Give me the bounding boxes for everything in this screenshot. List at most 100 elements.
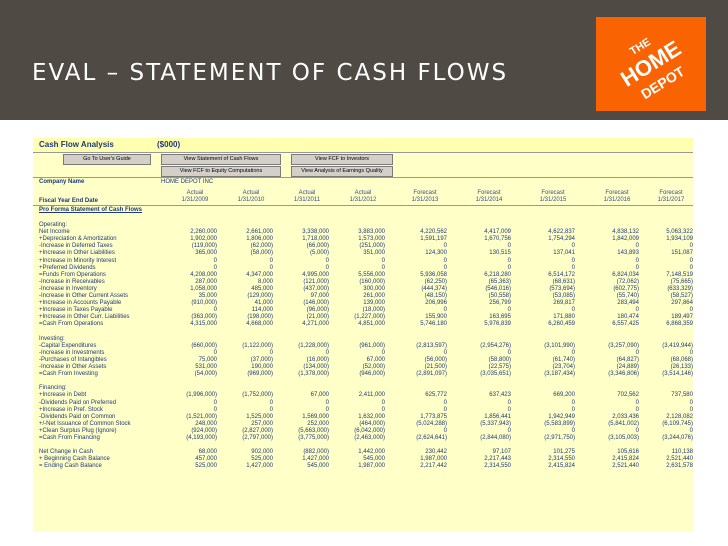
row-value: (1,228,000) [298, 342, 329, 349]
row-value: 1,718,000 [302, 236, 329, 243]
row-label: -Dividends Paid on Preferred [39, 399, 117, 406]
row-value: 1,442,000 [358, 449, 385, 456]
row-label: +Increase in Minority Interest [39, 257, 117, 264]
sheet-nav-button[interactable]: View Statement of Cash Flows [161, 154, 281, 165]
row-value: 1,902,000 [190, 236, 217, 243]
row-value: 702,562 [617, 392, 639, 399]
row-value: 0 [635, 427, 639, 434]
row-label: = Ending Cash Balance [39, 463, 102, 470]
row-value: 0 [381, 257, 385, 264]
row-value: (2,954,276) [480, 342, 511, 349]
row-value: 0 [269, 399, 273, 406]
row-value: 0 [635, 349, 639, 356]
row-value: 67,000 [310, 392, 329, 399]
column-type-header: Forecast [605, 190, 629, 196]
row-value: 4,347,000 [246, 271, 273, 278]
row-value: 0 [689, 399, 693, 406]
row-label: -Increase in Other Assets [39, 364, 107, 370]
row-value: 0 [635, 243, 639, 250]
row-value: 297,864 [671, 300, 693, 307]
row-value: 2,128,082 [666, 413, 693, 420]
row-value: (48,150) [424, 293, 447, 299]
row-value: 97,107 [492, 449, 511, 456]
row-label: -Increase in Deferred Taxes [39, 243, 113, 250]
row-value: 0 [689, 427, 693, 434]
cash-flow-spreadsheet: Cash Flow Analysis ($000) Go To User's Gui… [33, 138, 693, 532]
row-label: +Increase in Pref. Stock [39, 406, 103, 413]
row-value: (1,521,000) [186, 413, 217, 420]
row-value: 1,058,000 [190, 285, 217, 292]
row-label: Financing: [39, 385, 67, 392]
row-value: (5,583,899) [544, 420, 575, 427]
row-value: 0 [269, 349, 273, 356]
row-value: 139,000 [363, 300, 385, 307]
row-value: 206,996 [425, 300, 447, 307]
row-value: 2,661,000 [246, 229, 273, 236]
sheet-nav-button[interactable]: View FCF to Equity Computations [161, 166, 281, 177]
row-value: (22,575) [488, 364, 511, 370]
header-band [33, 138, 693, 153]
row-value: (58,000) [250, 250, 273, 257]
row-value: 669,200 [553, 392, 575, 399]
row-value: 287,000 [195, 278, 217, 285]
row-value: 2,415,824 [612, 456, 639, 463]
row-value: 0 [213, 257, 217, 264]
row-value: (62,250) [424, 278, 447, 285]
row-value: (56,000) [424, 356, 447, 363]
slide-header: EVAL – STATEMENT OF CASH FLOWS THE HOME … [0, 0, 728, 120]
company-value: HOME DEPOT INC [161, 179, 214, 185]
row-value: 0 [689, 406, 693, 413]
row-value: (363,000) [191, 314, 217, 321]
row-value: 97,000 [310, 293, 329, 299]
row-value: 5,746,180 [420, 321, 447, 328]
row-value: (23,704) [552, 364, 575, 370]
row-value: 902,000 [251, 449, 273, 456]
row-value: 189,497 [671, 314, 693, 321]
column-type-header: Actual [242, 190, 260, 196]
row-value: (3,419,944) [662, 342, 693, 349]
row-value: 2,314,550 [484, 463, 511, 470]
column-type-header: Actual [186, 190, 204, 196]
row-label: +Depreciation & Amortization [39, 236, 117, 243]
row-value: 0 [381, 399, 385, 406]
row-value: (5,024,288) [416, 420, 447, 427]
row-value: 0 [689, 243, 693, 250]
row-value: 0 [571, 349, 575, 356]
row-value: (3,105,003) [608, 435, 639, 441]
row-value: 0 [635, 264, 639, 271]
row-value: (3,244,076) [662, 435, 693, 441]
row-value: 4,271,000 [302, 321, 329, 328]
column-date-header: 1/31/2009 [181, 197, 209, 203]
row-label: Operating: [39, 222, 68, 228]
row-value: 0 [635, 307, 639, 314]
sheet-nav-button[interactable]: View FCF to Investors [291, 154, 393, 165]
row-value: 1,591,197 [420, 236, 447, 243]
row-value: 0 [269, 406, 273, 413]
row-value: (37,000) [250, 356, 273, 363]
column-date-header: 1/31/2012 [349, 197, 377, 203]
row-value: 4,208,000 [190, 271, 217, 278]
row-value: 0 [507, 243, 511, 250]
sheet-nav-button[interactable]: View Analysis of Earnings Quality [291, 166, 393, 177]
row-label: =Cash From Financing [39, 435, 100, 441]
row-value: 1,842,009 [612, 236, 639, 243]
row-value: 525,000 [251, 456, 273, 463]
row-value: 41,000 [254, 300, 273, 307]
row-value: (61,740) [552, 356, 575, 363]
row-label: Net Change in Cash [39, 449, 94, 456]
row-value: 0 [507, 307, 511, 314]
row-value: 2,411,000 [358, 392, 385, 399]
row-value: 0 [325, 257, 329, 264]
row-value: (75,665) [670, 278, 693, 285]
row-value: 2,260,000 [190, 229, 217, 236]
row-value: (62,000) [250, 243, 273, 250]
row-value: (3,187,434) [544, 371, 575, 378]
row-value: (72,062) [616, 278, 639, 285]
row-value: 1,670,756 [484, 236, 511, 243]
sheet-nav-button[interactable]: Go To User's Guide [63, 154, 151, 165]
row-value: (1,378,000) [298, 371, 329, 378]
row-value: 525,000 [195, 463, 217, 470]
row-value: 1,806,000 [246, 236, 273, 243]
row-value: (3,101,990) [544, 342, 575, 349]
row-value: 0 [507, 257, 511, 264]
